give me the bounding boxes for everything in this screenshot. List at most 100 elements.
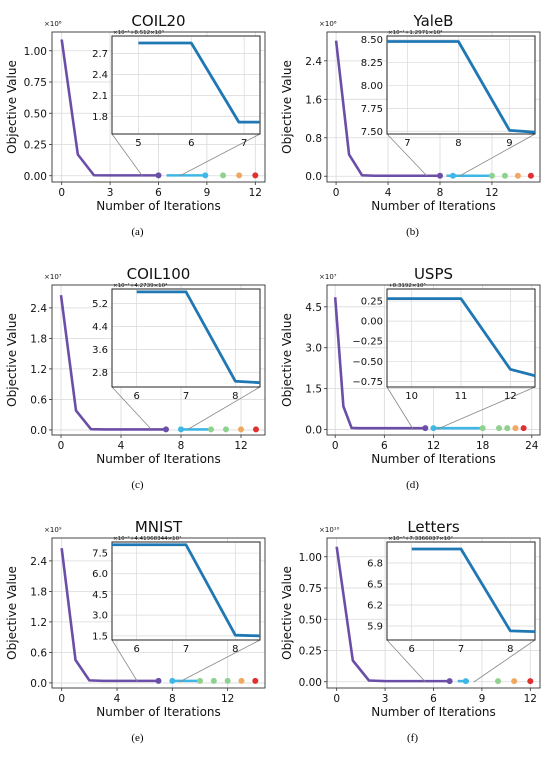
zoom-connector — [188, 386, 261, 430]
y-tick-label: 0.50 — [299, 614, 322, 626]
inset-x-tick-label: 8 — [232, 644, 238, 655]
series-line — [59, 295, 166, 431]
x-tick-label: 3 — [382, 693, 389, 705]
subfigure-caption: (d) — [406, 479, 419, 491]
x-tick-label: 8 — [437, 187, 444, 199]
y-multiplier: ×10⁷ — [319, 273, 337, 281]
y-tick-label: 2.4 — [30, 303, 47, 315]
y-tick-label: 2.4 — [305, 56, 322, 68]
iteration-marker — [208, 426, 214, 433]
x-tick-label: 0 — [333, 693, 340, 705]
inset-y-tick-label: 6.8 — [367, 559, 383, 570]
inset-x-tick-label: 6 — [408, 644, 414, 655]
chart-panel: 0 3 6 9 12 0.00 0.25 0.50 0.75 1.00 ×10¹⁰ Letters Nu… — [275, 506, 550, 759]
inset-y-tick-label: 8.25 — [361, 58, 383, 69]
iteration-marker — [178, 426, 184, 433]
iteration-marker — [163, 426, 169, 433]
axes-frame — [51, 537, 266, 689]
chart-title: YaleB — [413, 12, 454, 30]
y-tick-label: 0.8 — [305, 133, 322, 145]
x-tick-label: 8 — [169, 693, 176, 705]
y-tick-label: 0.25 — [299, 646, 322, 658]
iteration-marker — [520, 425, 527, 432]
iteration-marker — [220, 172, 227, 179]
inset-x-tick-label: 12 — [504, 391, 517, 402]
iteration-marker — [479, 425, 486, 432]
x-tick-label: 24 — [525, 440, 539, 452]
x-tick-label: 18 — [476, 440, 489, 452]
iteration-marker — [422, 425, 429, 432]
inset-x-tick-label: 7 — [458, 644, 464, 655]
iteration-marker — [210, 677, 217, 684]
series-line — [334, 40, 440, 178]
y-tick-label: 0.0 — [30, 425, 47, 437]
inset-border — [386, 288, 536, 388]
inset-series-line — [387, 297, 536, 378]
x-tick-label: 4 — [385, 187, 392, 199]
inset-offset-label: ×10⁻³+7.3366037×10⁷ — [388, 535, 453, 542]
iteration-marker — [501, 172, 508, 179]
chart-svg: 0 6 12 18 24 0.0 1.5 3.0 4.5 ×10⁷ USPS Number of It… — [280, 265, 541, 466]
y-tick-label: 0.00 — [299, 677, 322, 689]
x-axis-label: Number of Iterations — [371, 452, 496, 466]
inset-series-line — [138, 41, 260, 124]
iteration-marker — [224, 677, 231, 684]
y-tick-label: 1.00 — [24, 46, 47, 58]
x-axis-label: Number of Iterations — [371, 199, 496, 213]
zoom-connector — [111, 639, 139, 683]
inset-y-tick-label: 3.6 — [92, 345, 108, 356]
inset-y-tick-label: 7.5 — [92, 549, 108, 560]
x-tick-label: 4 — [114, 693, 121, 705]
inset-x-tick-label: 10 — [405, 391, 418, 402]
x-tick-label: 6 — [155, 187, 162, 199]
zoom-connector — [437, 386, 536, 430]
y-tick-label: 1.8 — [30, 333, 47, 345]
inset-y-tick-label: 0.00 — [361, 317, 383, 328]
inset-y-tick-label: 4.4 — [92, 322, 108, 333]
chart-title: COIL20 — [131, 12, 185, 30]
x-tick-label: 0 — [58, 187, 65, 199]
series-line — [333, 297, 426, 430]
y-tick-label: 0.0 — [305, 425, 322, 437]
inset-y-tick-label: 0.25 — [361, 297, 383, 308]
iteration-marker — [155, 677, 162, 684]
chart-panel: 0 3 6 9 12 0.00 0.25 0.50 0.75 1.00 ×10⁶ COIL20 Numb… — [0, 0, 275, 253]
x-tick-label: 3 — [107, 187, 114, 199]
x-tick-label: 6 — [430, 693, 437, 705]
zoom-connector — [179, 639, 261, 683]
x-tick-label: 12 — [524, 693, 537, 705]
iteration-marker — [514, 172, 521, 179]
y-axis-label: Objective Value — [280, 60, 294, 154]
y-tick-label: 0.00 — [24, 171, 47, 183]
inset-y-tick-label: 2.1 — [92, 91, 108, 102]
x-tick-label: 12 — [485, 187, 498, 199]
inset-border — [111, 541, 261, 641]
inset-y-tick-label: −0.75 — [352, 377, 383, 388]
iteration-marker — [512, 425, 519, 432]
iteration-marker — [449, 172, 456, 179]
inset-y-tick-label: −0.25 — [352, 337, 383, 348]
y-axis-label: Objective Value — [5, 313, 19, 407]
inset-x-tick-label: 6 — [133, 391, 139, 402]
chart-svg: 0 4 8 12 0.0 0.6 1.2 1.8 2.4 ×10⁷ COIL100 Number of… — [5, 265, 266, 466]
inset-y-tick-label: 8.50 — [361, 35, 383, 46]
inset-x-tick-label: 11 — [455, 391, 468, 402]
iteration-marker — [252, 677, 259, 684]
subfigure-caption: (a) — [131, 226, 144, 238]
y-tick-label: 1.2 — [30, 617, 47, 629]
chart-panel: 0 4 8 12 0.0 0.6 1.2 1.8 2.4 ×10⁹ MNIST Number of I… — [0, 506, 275, 759]
y-tick-label: 0.0 — [30, 678, 47, 690]
iteration-marker — [436, 172, 443, 179]
x-axis-label: Number of Iterations — [371, 705, 496, 719]
inset-x-tick-label: 5 — [135, 138, 141, 149]
x-tick-label: 12 — [234, 440, 247, 452]
x-tick-label: 6 — [381, 440, 388, 452]
x-tick-label: 0 — [58, 440, 65, 452]
y-multiplier: ×10⁶ — [44, 20, 62, 28]
y-axis-label: Objective Value — [280, 313, 294, 407]
iteration-marker — [253, 426, 259, 433]
x-tick-label: 0 — [58, 693, 65, 705]
inset-series-line — [411, 547, 536, 633]
inset-offset-label: ×10⁻¹+8.512×10³ — [113, 29, 164, 36]
